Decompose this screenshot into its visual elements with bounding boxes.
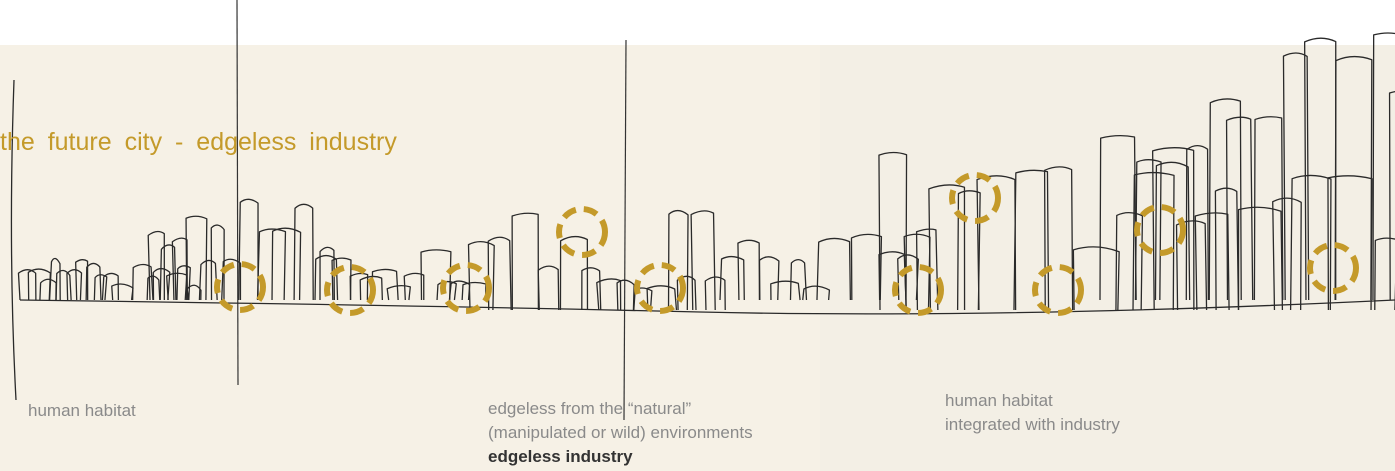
label: human habitat [28, 401, 136, 420]
label-emphasis: edgeless industry [488, 447, 633, 466]
title: the future city - edgeless industry [0, 128, 397, 156]
label: (manipulated or wild) environments [488, 423, 753, 442]
label: human habitat [945, 391, 1053, 410]
label: edgeless from the “natural” [488, 399, 691, 418]
page: the future city - edgeless industry huma… [0, 0, 1395, 471]
label: integrated with industry [945, 415, 1120, 434]
